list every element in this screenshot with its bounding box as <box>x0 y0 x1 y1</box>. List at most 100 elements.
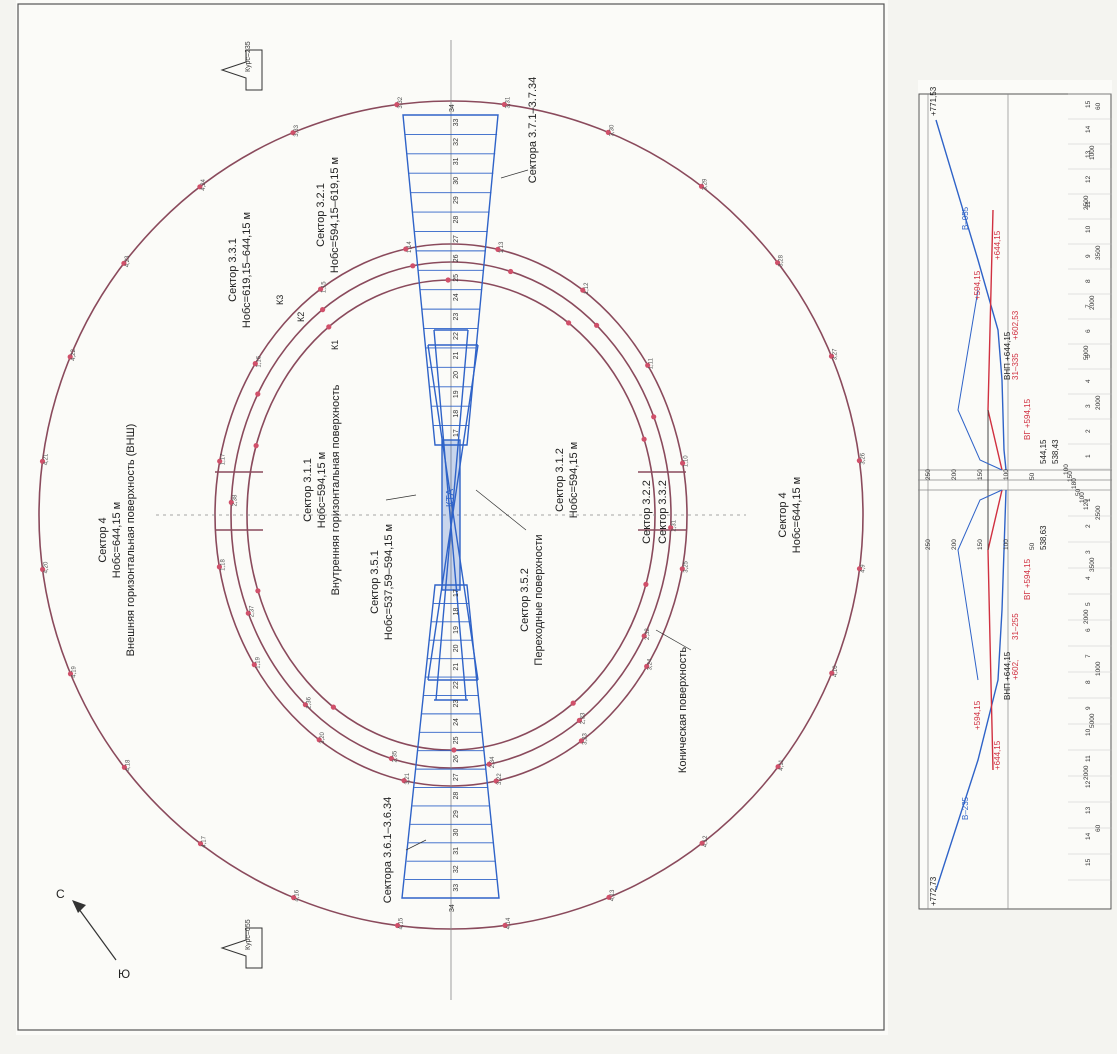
boundary-point <box>395 922 401 929</box>
point-label: 2,36 <box>306 696 312 708</box>
small-dimension: 150 <box>1067 471 1074 482</box>
boundary-point <box>570 700 576 706</box>
scale-label: 150 <box>977 539 984 550</box>
vnp-top: ВНП +644,15 <box>1003 331 1012 380</box>
axis-label: 4 <box>1085 379 1092 383</box>
axis-label: 15 <box>1085 100 1092 108</box>
boundary-point <box>451 747 457 753</box>
sector4-left-title: Сектор 4 <box>97 517 109 562</box>
boundary-point <box>856 458 863 464</box>
boundary-point <box>501 101 507 108</box>
boundary-point <box>698 183 705 189</box>
point-label: 3,28 <box>779 254 785 266</box>
course-arrow-bottom: Курс=055 <box>220 919 263 969</box>
strip-number: 34 <box>449 104 456 112</box>
approach-surface-south <box>401 584 500 899</box>
boundary-point <box>67 671 74 677</box>
boundary-point <box>668 525 674 531</box>
point-label: 4,9 <box>861 564 867 573</box>
runway-label: КТА <box>445 489 456 508</box>
red-label-6: 31–255 <box>1011 613 1020 640</box>
strip-number: 19 <box>453 390 460 398</box>
point-label: 1,11 <box>649 357 655 369</box>
boundary-point <box>121 260 127 266</box>
point-label: 2,34 <box>490 756 496 768</box>
point-label: 2,33 <box>580 712 586 724</box>
strip-number: 27 <box>453 235 460 243</box>
boundary-point <box>197 184 203 190</box>
point-label: 1,15 <box>322 281 328 293</box>
boundary-point <box>828 353 835 359</box>
vp-top: ВГ +594,15 <box>1023 398 1032 440</box>
boundary-point <box>580 287 586 293</box>
strip-number: 20 <box>453 644 460 652</box>
strip-number: 23 <box>453 313 460 321</box>
point-label: 4,21 <box>44 453 50 465</box>
axis-label: 1 <box>1085 454 1092 458</box>
boundary-point <box>216 564 222 570</box>
boundary-point <box>566 320 572 326</box>
course-bottom-label: Курс=055 <box>245 919 252 950</box>
point-label: 4,10 <box>833 665 839 677</box>
axis-label: 3 <box>1085 404 1092 408</box>
boundary-point <box>255 391 261 397</box>
axis-label: 11 <box>1085 201 1092 208</box>
boundary-point <box>679 566 685 572</box>
strip-number: 20 <box>453 371 460 379</box>
course-top-label: Курс=235 <box>245 41 252 72</box>
conical-surface-label: Коническая поверхность <box>677 647 689 773</box>
point-label: 4,12 <box>703 835 709 847</box>
point-label: 1,16 <box>256 355 262 367</box>
point-label: 3,33 <box>294 124 300 136</box>
point-label: 3,24 <box>648 658 654 670</box>
point-label: 3,22 <box>497 773 503 785</box>
strip-number: 26 <box>453 755 460 763</box>
boundary-point <box>290 130 296 136</box>
boundary-point <box>39 458 46 464</box>
center-value-2: 538,43 <box>1051 439 1060 464</box>
scale-label: 150 <box>977 469 984 480</box>
axis-label: 4 <box>1085 576 1092 580</box>
axis-label: 6 <box>1085 628 1092 632</box>
point-labels: 4,9 4,10 4,11 4,12 4,13 4,14 4,15 4,16 4,17 4,18 4… <box>44 96 867 929</box>
strip-number: 32 <box>453 138 460 146</box>
axis-label: 9 <box>1085 706 1092 710</box>
axis-label: 7 <box>1085 654 1092 658</box>
scale-label: 250 <box>925 469 932 480</box>
axis-label: 15 <box>1085 858 1092 866</box>
sectors-36-label: Сектора 3.6.1–3.6.34 <box>382 797 394 904</box>
axis-label: 7 <box>1085 304 1092 308</box>
strip-number: 29 <box>453 810 460 818</box>
point-label: 1,12 <box>584 282 590 294</box>
point-label: 4,11 <box>779 759 785 771</box>
boundary-point <box>645 362 651 368</box>
boundary-point <box>291 895 297 901</box>
axis-label: 9 <box>1085 254 1092 258</box>
point-label: 2,31 <box>672 519 678 531</box>
strip-number: 28 <box>453 216 460 224</box>
strip-number: 21 <box>453 663 460 671</box>
strip-number: 34 <box>449 904 456 912</box>
dimension-label: 2500 <box>1095 505 1102 520</box>
axis-label: 10 <box>1085 225 1092 233</box>
ring-connectors <box>215 471 686 531</box>
scale-label: 250 <box>925 539 932 550</box>
point-label: 3,21 <box>405 772 411 784</box>
axis-label: 2 <box>1085 429 1092 433</box>
boundary-point <box>495 246 501 252</box>
strip-numbers: 17 17 18 18 19 19 20 20 21 21 22 22 23 23 24 24 25 25 26 26… <box>449 104 460 912</box>
point-label: 4,19 <box>72 665 78 677</box>
boundary-point <box>388 755 394 762</box>
red-label-5: +602, <box>1011 660 1020 680</box>
boundary-point <box>40 566 46 573</box>
axis-label: 12 <box>1085 175 1092 183</box>
boundary-point <box>410 263 416 269</box>
vnp-bottom: ВНП +644,15 <box>1003 651 1012 700</box>
boundary-point <box>320 307 326 313</box>
approach-line-top <box>935 119 1007 471</box>
plan-frame <box>17 3 885 1031</box>
inner-surface-name: Внутренняя горизонтальная поверхность <box>330 384 342 595</box>
height-scales: 250 200 150 100 50 250 200 150 100 50 <box>925 469 1036 550</box>
point-label: 4,20 <box>44 561 50 573</box>
point-label: 4,16 <box>295 889 301 901</box>
